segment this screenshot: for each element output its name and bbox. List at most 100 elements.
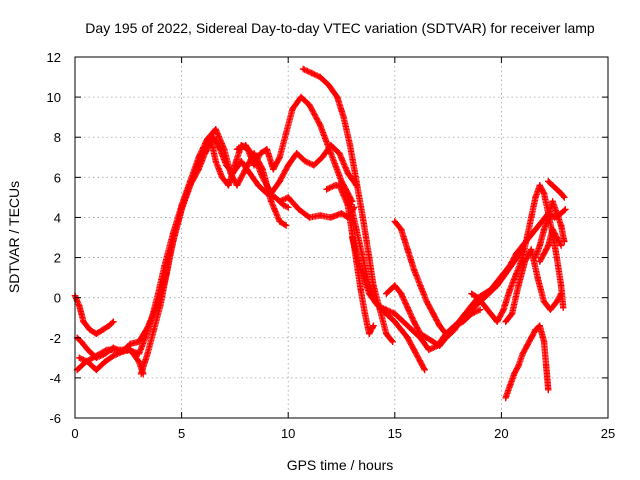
data-point — [242, 142, 249, 149]
data-point — [521, 258, 529, 265]
data-point — [221, 146, 228, 153]
data-point — [468, 290, 475, 297]
data-point — [474, 294, 482, 301]
data-point — [391, 318, 398, 325]
data-point — [502, 318, 509, 325]
data-point — [536, 182, 543, 189]
data-point — [280, 202, 288, 209]
data-point — [404, 304, 411, 311]
data-point — [361, 310, 369, 317]
data-point — [423, 334, 430, 341]
series-markers — [71, 292, 117, 337]
data-point — [549, 198, 556, 205]
data-point — [246, 170, 254, 177]
data-point — [374, 302, 381, 309]
ticks-layer: 0 5 10 15 20 25 -6 -4 -2 0 2 4 6 8 10 12 — [47, 50, 616, 441]
data-point — [86, 326, 94, 333]
data-point — [391, 282, 398, 289]
data-point — [557, 242, 565, 249]
series-arc-4 — [76, 346, 147, 378]
data-point — [344, 170, 352, 177]
data-point — [148, 314, 155, 321]
data-point — [297, 93, 305, 101]
data-point — [557, 190, 565, 197]
data-point — [310, 162, 317, 169]
data-point — [225, 182, 232, 189]
data-point — [417, 330, 424, 337]
y-tick-label: -4 — [49, 371, 61, 386]
data-point — [500, 270, 507, 277]
data-point — [557, 282, 565, 289]
data-point — [93, 366, 100, 374]
data-point — [282, 222, 290, 229]
data-point — [540, 338, 548, 345]
data-point — [272, 194, 279, 201]
data-point — [233, 146, 241, 153]
data-point — [231, 162, 239, 169]
data-point — [242, 166, 249, 173]
data-point — [562, 206, 569, 213]
y-tick-label: 8 — [54, 130, 61, 145]
data-point — [513, 270, 520, 277]
data-point — [212, 158, 219, 165]
data-point — [178, 206, 185, 213]
data-point — [276, 198, 283, 205]
data-point — [536, 258, 543, 265]
data-point — [285, 194, 292, 201]
series-arc-5 — [137, 93, 356, 378]
data-point — [515, 282, 522, 289]
data-point — [385, 312, 392, 319]
data-point — [383, 306, 390, 313]
data-point — [560, 304, 567, 311]
data-point — [528, 214, 535, 221]
data-point — [487, 310, 494, 317]
plot-frame — [74, 56, 609, 419]
series-arc-2 — [71, 292, 117, 337]
data-point — [417, 282, 424, 289]
data-point — [105, 322, 113, 329]
data-point — [557, 290, 565, 297]
data-point — [327, 214, 335, 221]
y-tick-label: 12 — [47, 50, 61, 65]
data-point — [429, 310, 437, 317]
data-point — [319, 154, 326, 161]
data-point — [540, 298, 548, 305]
data-point — [557, 222, 565, 229]
data-point — [327, 150, 335, 157]
series-arc-8 — [299, 65, 396, 345]
x-tick-label: 10 — [281, 426, 295, 441]
data-point — [250, 154, 258, 161]
data-point — [359, 254, 367, 261]
data-point — [502, 394, 509, 402]
y-tick-label: -6 — [49, 411, 61, 426]
data-point — [359, 214, 367, 221]
data-point — [523, 342, 531, 349]
data-point — [481, 290, 488, 297]
data-point — [400, 318, 407, 325]
data-point — [336, 182, 343, 189]
data-point — [163, 270, 170, 277]
data-point — [308, 69, 315, 77]
data-point — [285, 204, 292, 211]
data-point — [561, 194, 568, 201]
data-point — [323, 186, 330, 193]
data-point — [110, 352, 117, 360]
data-point — [299, 65, 307, 73]
data-point — [547, 306, 554, 313]
data-point — [346, 142, 354, 149]
data-point — [306, 214, 313, 221]
data-point — [542, 362, 550, 370]
data-point — [334, 93, 341, 101]
chart-title: Day 195 of 2022, Sidereal Day-to-day VTE… — [85, 20, 595, 36]
data-point — [370, 322, 377, 329]
data-point — [519, 350, 526, 358]
data-point — [553, 298, 561, 305]
series-arc-19 — [502, 322, 552, 402]
data-point — [276, 154, 283, 161]
data-point — [436, 342, 443, 349]
data-point — [208, 138, 215, 145]
data-point — [397, 326, 405, 333]
data-point — [532, 326, 539, 333]
data-point — [468, 302, 475, 309]
x-tick-label: 20 — [494, 426, 508, 441]
